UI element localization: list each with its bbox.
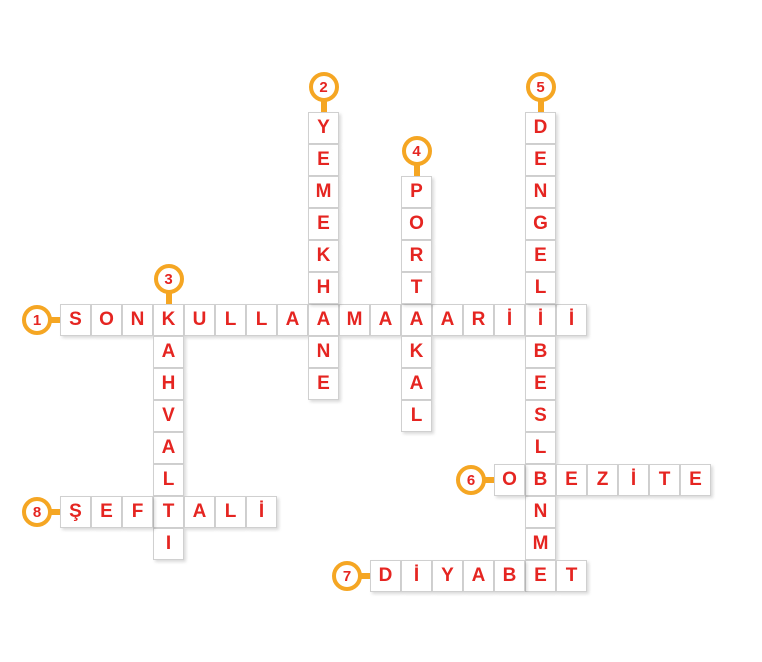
crossword-cell: A	[153, 336, 184, 368]
crossword-cell: A	[463, 560, 494, 592]
crossword-cell: E	[525, 144, 556, 176]
crossword-cell: İ	[401, 560, 432, 592]
crossword-cell: M	[308, 176, 339, 208]
crossword-cell: İ	[494, 304, 525, 336]
clue-number-7: 7	[332, 561, 362, 591]
crossword-cell: T	[556, 560, 587, 592]
crossword-cell: Y	[432, 560, 463, 592]
crossword-cell: N	[525, 176, 556, 208]
clue-number-2: 2	[309, 72, 339, 102]
crossword-cell: S	[60, 304, 91, 336]
crossword-cell: T	[649, 464, 680, 496]
crossword-grid: SONKULLAAMAAARİİİYEMEKHNEAHVALTIPORTKALD…	[20, 20, 762, 642]
crossword-cell: E	[525, 560, 556, 592]
crossword-cell: D	[525, 112, 556, 144]
crossword-cell: S	[525, 400, 556, 432]
crossword-cell: E	[308, 144, 339, 176]
crossword-cell: A	[184, 496, 215, 528]
crossword-cell: H	[308, 272, 339, 304]
crossword-cell: K	[308, 240, 339, 272]
crossword-cell: F	[122, 496, 153, 528]
crossword-cell: E	[91, 496, 122, 528]
crossword-cell: L	[525, 432, 556, 464]
crossword-cell: B	[494, 560, 525, 592]
crossword-cell: K	[401, 336, 432, 368]
crossword-cell: L	[215, 496, 246, 528]
crossword-cell: A	[401, 304, 432, 336]
crossword-cell: Ş	[60, 496, 91, 528]
crossword-cell: İ	[525, 304, 556, 336]
crossword-cell: E	[525, 368, 556, 400]
crossword-cell: O	[401, 208, 432, 240]
crossword-cell: Y	[308, 112, 339, 144]
crossword-cell: R	[463, 304, 494, 336]
crossword-cell: M	[525, 528, 556, 560]
crossword-cell: E	[308, 368, 339, 400]
clue-number-4: 4	[402, 136, 432, 166]
crossword-cell: L	[246, 304, 277, 336]
crossword-cell: H	[153, 368, 184, 400]
crossword-cell: E	[680, 464, 711, 496]
crossword-cell: A	[432, 304, 463, 336]
crossword-cell: U	[184, 304, 215, 336]
crossword-cell: E	[556, 464, 587, 496]
crossword-cell: A	[308, 304, 339, 336]
crossword-cell: A	[153, 432, 184, 464]
crossword-cell: V	[153, 400, 184, 432]
crossword-cell: N	[122, 304, 153, 336]
crossword-cell: B	[525, 464, 556, 496]
crossword-cell: N	[308, 336, 339, 368]
crossword-cell: A	[401, 368, 432, 400]
crossword-cell: Z	[587, 464, 618, 496]
crossword-cell: L	[525, 272, 556, 304]
clue-number-1: 1	[22, 305, 52, 335]
crossword-cell: B	[525, 336, 556, 368]
crossword-cell: I	[153, 528, 184, 560]
clue-number-5: 5	[526, 72, 556, 102]
crossword-cell: N	[525, 496, 556, 528]
crossword-cell: İ	[556, 304, 587, 336]
crossword-cell: E	[308, 208, 339, 240]
crossword-cell: İ	[618, 464, 649, 496]
clue-number-8: 8	[22, 497, 52, 527]
crossword-cell: D	[370, 560, 401, 592]
crossword-cell: T	[153, 496, 184, 528]
crossword-cell: L	[153, 464, 184, 496]
crossword-cell: M	[339, 304, 370, 336]
crossword-cell: T	[401, 272, 432, 304]
crossword-cell: O	[494, 464, 525, 496]
clue-number-3: 3	[154, 264, 184, 294]
crossword-cell: L	[215, 304, 246, 336]
crossword-cell: İ	[246, 496, 277, 528]
crossword-cell: E	[525, 240, 556, 272]
crossword-cell: G	[525, 208, 556, 240]
crossword-cell: A	[370, 304, 401, 336]
clue-number-6: 6	[456, 465, 486, 495]
crossword-cell: K	[153, 304, 184, 336]
crossword-cell: P	[401, 176, 432, 208]
crossword-cell: R	[401, 240, 432, 272]
crossword-cell: O	[91, 304, 122, 336]
crossword-cell: A	[277, 304, 308, 336]
crossword-cell: L	[401, 400, 432, 432]
